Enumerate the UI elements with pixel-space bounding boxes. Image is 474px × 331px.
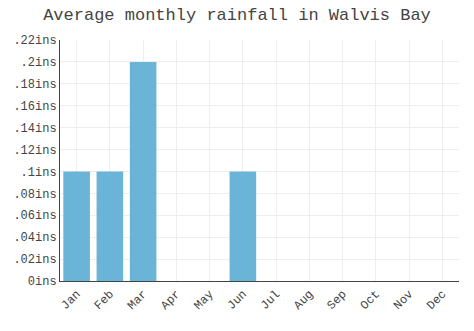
- svg-text:May: May: [192, 288, 217, 313]
- svg-text:Feb: Feb: [92, 288, 117, 313]
- svg-text:Average monthly rainfall in Wa: Average monthly rainfall in Walvis Bay: [43, 6, 431, 25]
- svg-text:Sep: Sep: [325, 288, 350, 313]
- svg-text:.1ins: .1ins: [21, 166, 57, 180]
- svg-text:0ins: 0ins: [28, 275, 57, 289]
- svg-text:.04ins: .04ins: [13, 231, 56, 245]
- svg-text:.08ins: .08ins: [13, 188, 56, 202]
- svg-text:Jun: Jun: [225, 288, 250, 313]
- svg-text:.12ins: .12ins: [13, 144, 56, 158]
- svg-text:.2ins: .2ins: [21, 56, 57, 70]
- svg-text:.16ins: .16ins: [13, 100, 56, 114]
- svg-text:.14ins: .14ins: [13, 122, 56, 136]
- svg-text:Jan: Jan: [59, 288, 84, 313]
- svg-text:.02ins: .02ins: [13, 253, 56, 267]
- svg-text:Oct: Oct: [358, 288, 383, 313]
- svg-text:Nov: Nov: [391, 288, 416, 313]
- svg-text:Apr: Apr: [158, 288, 183, 313]
- svg-text:Mar: Mar: [125, 288, 150, 313]
- svg-text:.18ins: .18ins: [13, 78, 56, 92]
- svg-text:.22ins: .22ins: [13, 34, 56, 48]
- svg-text:Dec: Dec: [424, 288, 449, 313]
- svg-text:Aug: Aug: [291, 288, 316, 313]
- svg-text:.06ins: .06ins: [13, 209, 56, 223]
- svg-text:Jul: Jul: [258, 288, 283, 313]
